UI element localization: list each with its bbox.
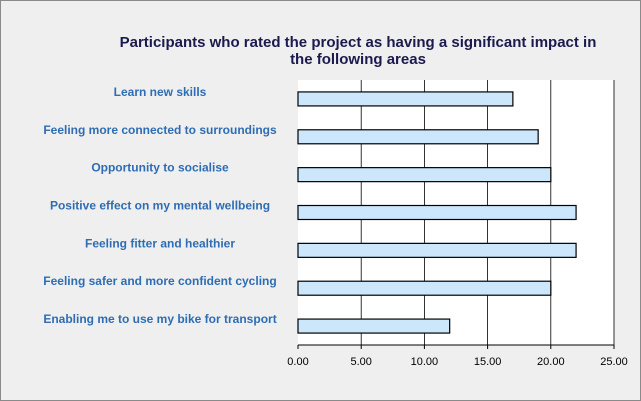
category-label: Enabling me to use my bike for transport — [43, 312, 276, 326]
x-tick-label: 15.00 — [474, 356, 502, 368]
chart-title-line-1: Participants who rated the project as ha… — [120, 34, 597, 51]
x-tick-label: 25.00 — [600, 356, 628, 368]
bar — [297, 242, 577, 258]
category-label: Feeling fitter and healthier — [85, 236, 235, 250]
bar — [297, 91, 514, 107]
x-tick-label: 5.00 — [350, 356, 371, 368]
bar — [297, 318, 451, 334]
chart-title-line-2: the following areas — [290, 51, 426, 68]
x-axis-ticks: 0.00 5.00 10.00 15.00 20.00 25.00 — [287, 345, 628, 368]
bar — [297, 167, 552, 183]
bars — [297, 91, 577, 334]
category-label: Feeling more connected to surroundings — [43, 123, 277, 137]
category-label: Feeling safer and more confident cycling — [43, 274, 276, 288]
bar — [297, 280, 552, 296]
category-label: Positive effect on my mental wellbeing — [50, 199, 270, 213]
x-tick-label: 20.00 — [537, 356, 565, 368]
category-labels: Learn new skills Feeling more connected t… — [43, 85, 277, 326]
x-tick-label: 0.00 — [287, 356, 308, 368]
bar — [297, 129, 539, 145]
category-label: Learn new skills — [114, 85, 207, 99]
category-label: Opportunity to socialise — [91, 161, 229, 175]
x-tick-label: 10.00 — [411, 356, 439, 368]
bar — [297, 204, 577, 221]
